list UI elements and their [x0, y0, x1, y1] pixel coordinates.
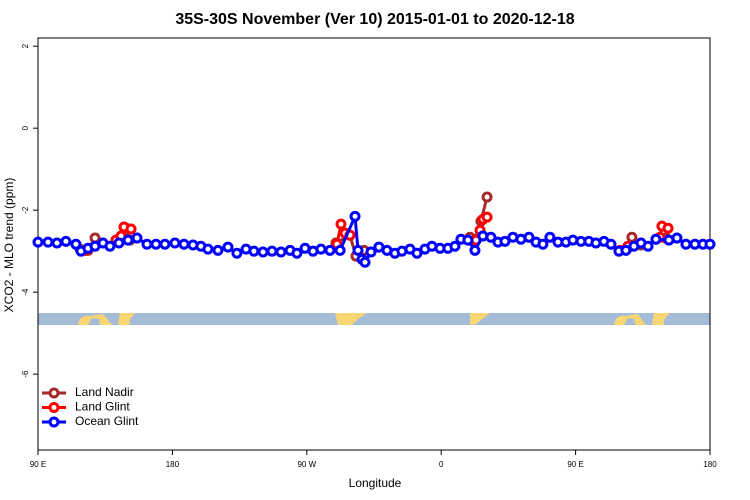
point: [365, 246, 377, 258]
point: [449, 240, 461, 252]
y-tick-label: 0: [21, 125, 30, 130]
point: [620, 244, 632, 256]
y-tick-label: -6: [21, 370, 30, 378]
point: [125, 223, 137, 235]
legend-label: Ocean Glint: [75, 414, 139, 428]
point: [469, 244, 481, 256]
point: [70, 238, 82, 250]
point: [257, 246, 269, 258]
x-tick-label: 0: [439, 460, 444, 469]
map-strip: [38, 313, 710, 325]
legend-marker: [48, 402, 60, 413]
point: [626, 231, 638, 243]
x-tick-label: 90 E: [30, 460, 46, 469]
point: [60, 235, 72, 247]
point: [104, 240, 116, 252]
point: [291, 247, 303, 259]
point: [671, 232, 683, 244]
point: [131, 232, 143, 244]
point: [605, 238, 617, 250]
point: [680, 238, 692, 250]
point: [485, 231, 497, 243]
point: [159, 238, 171, 250]
legend-marker: [48, 387, 60, 399]
x-tick-label: 180: [703, 460, 717, 469]
point: [544, 231, 556, 243]
point: [537, 238, 549, 250]
point: [315, 243, 327, 255]
x-tick-label: 180: [166, 460, 180, 469]
x-axis-label: Longitude: [349, 476, 402, 490]
point: [650, 233, 662, 245]
y-tick-label: -2: [21, 206, 30, 214]
point: [352, 244, 364, 256]
point: [141, 238, 153, 250]
point: [248, 245, 260, 257]
point: [462, 234, 474, 246]
point: [349, 210, 361, 222]
point: [32, 236, 44, 248]
point: [275, 246, 287, 258]
point: [169, 237, 181, 249]
point: [499, 235, 511, 247]
legend-label: Land Glint: [75, 400, 130, 414]
y-tick-label: -4: [21, 288, 30, 296]
legend-label: Land Nadir: [75, 385, 134, 399]
point: [411, 247, 423, 259]
point: [231, 247, 243, 259]
point: [113, 237, 125, 249]
point: [662, 222, 674, 234]
x-tick-label: 90 E: [567, 460, 583, 469]
point: [178, 238, 190, 250]
legend-marker: [48, 416, 60, 428]
point: [359, 256, 371, 268]
point: [42, 236, 54, 248]
point: [202, 243, 214, 255]
point: [266, 245, 278, 257]
point: [642, 240, 654, 252]
point: [481, 211, 493, 223]
y-tick-label: 2: [21, 43, 30, 48]
point: [150, 238, 162, 250]
chart-title: 35S-30S November (Ver 10) 2015-01-01 to …: [175, 11, 574, 28]
point: [212, 244, 224, 256]
point: [51, 237, 63, 249]
point: [481, 191, 493, 203]
point: [122, 234, 134, 246]
x-tick-label: 90 W: [297, 460, 316, 469]
point: [335, 218, 347, 230]
point: [334, 244, 346, 256]
point: [704, 238, 716, 250]
y-axis-label: XCO2 - MLO trend (ppm): [2, 178, 16, 313]
point: [324, 244, 336, 256]
point: [523, 231, 535, 243]
point: [222, 241, 234, 253]
